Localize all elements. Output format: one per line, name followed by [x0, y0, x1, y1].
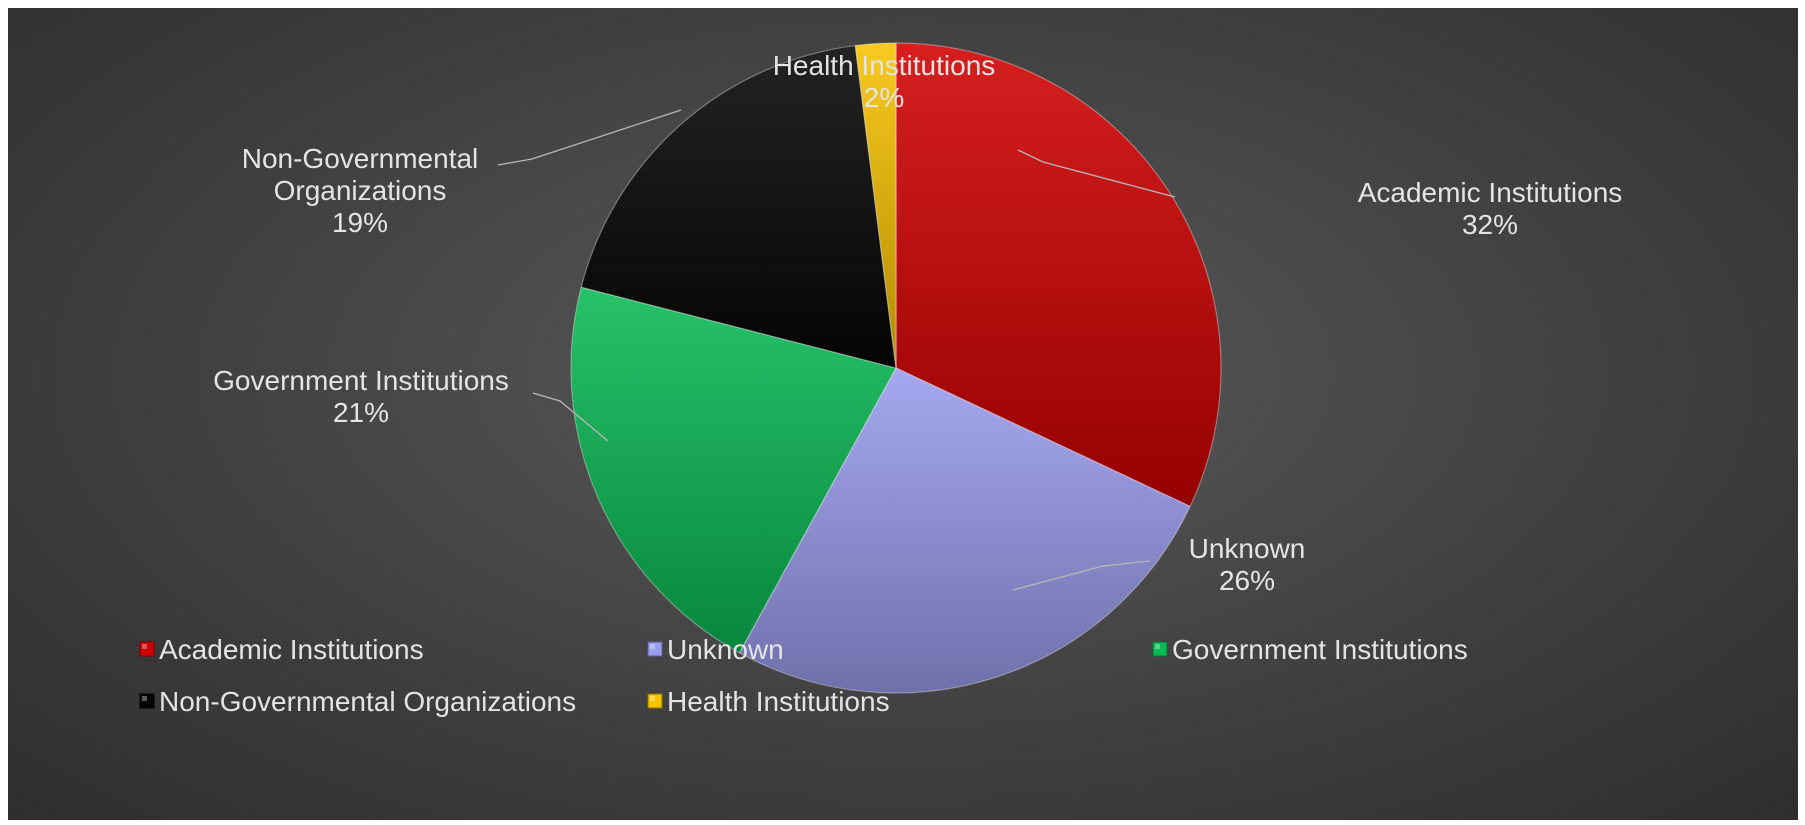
legend-item-1: Academic Institutions: [139, 634, 424, 665]
slice-category-label: Health Institutions: [773, 50, 996, 81]
slice-category-label: Unknown: [1189, 533, 1306, 564]
legend-swatch-highlight: [650, 644, 655, 649]
legend-swatch-highlight: [142, 644, 147, 649]
legend-label: Unknown: [667, 634, 784, 665]
leader-line: [1012, 560, 1151, 591]
leader-line: [497, 109, 682, 166]
slice-value-label: 2%: [864, 82, 904, 113]
legend-item-3: Government Institutions: [1152, 634, 1468, 665]
leader-lines: [497, 109, 1176, 591]
legend-item-4: Non-Governmental Organizations: [139, 686, 576, 717]
pie-slice-5: [854, 42, 897, 369]
chart-area: Academic Institutions 32% Unknown 26% Govern…: [8, 8, 1798, 820]
legend-label: Government Institutions: [1172, 634, 1468, 665]
pie-slice-4: [580, 44, 897, 369]
slice-category-label: Non-Governmental: [242, 143, 479, 174]
pie-slice-3: [570, 286, 897, 654]
legend-item-2: Unknown: [647, 634, 784, 665]
legend-swatch-highlight: [650, 696, 655, 701]
slice-value-label: 26%: [1219, 565, 1275, 596]
legend-item-5: Health Institutions: [647, 686, 890, 717]
legend-swatch-highlight: [1155, 644, 1160, 649]
legend-swatch: [647, 641, 663, 657]
legend-label: Non-Governmental Organizations: [159, 686, 576, 717]
legend-swatch: [139, 641, 155, 657]
pie-slice-1: [895, 42, 1222, 507]
pie-slices: [570, 42, 1222, 694]
legend-swatch-highlight: [142, 696, 147, 701]
slice-category-label: Organizations: [274, 175, 447, 206]
leader-line: [1017, 149, 1176, 198]
legend-swatch: [1152, 641, 1168, 657]
slice-category-label: Government Institutions: [213, 365, 509, 396]
legend: Academic Institutions Unknown Government I…: [139, 634, 1468, 717]
legend-label: Academic Institutions: [159, 634, 424, 665]
slice-category-label: Academic Institutions: [1358, 177, 1623, 208]
slice-value-label: 32%: [1462, 209, 1518, 240]
pie-slice-2: [738, 367, 1191, 694]
legend-swatch: [139, 693, 155, 709]
legend-label: Health Institutions: [667, 686, 890, 717]
slice-value-label: 19%: [332, 207, 388, 238]
slice-value-label: 21%: [333, 397, 389, 428]
legend-swatch: [647, 693, 663, 709]
leader-line: [532, 392, 609, 442]
pie-chart: Academic Institutions32%Unknown26%Govern…: [139, 42, 1622, 717]
